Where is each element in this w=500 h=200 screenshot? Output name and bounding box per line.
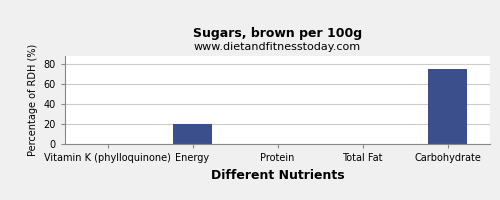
Text: www.dietandfitnesstoday.com: www.dietandfitnesstoday.com xyxy=(194,42,361,52)
Bar xyxy=(428,69,467,144)
Bar xyxy=(174,124,212,144)
Y-axis label: Percentage of RDH (%): Percentage of RDH (%) xyxy=(28,44,38,156)
Text: Sugars, brown per 100g: Sugars, brown per 100g xyxy=(193,27,362,40)
X-axis label: Different Nutrients: Different Nutrients xyxy=(210,169,344,182)
